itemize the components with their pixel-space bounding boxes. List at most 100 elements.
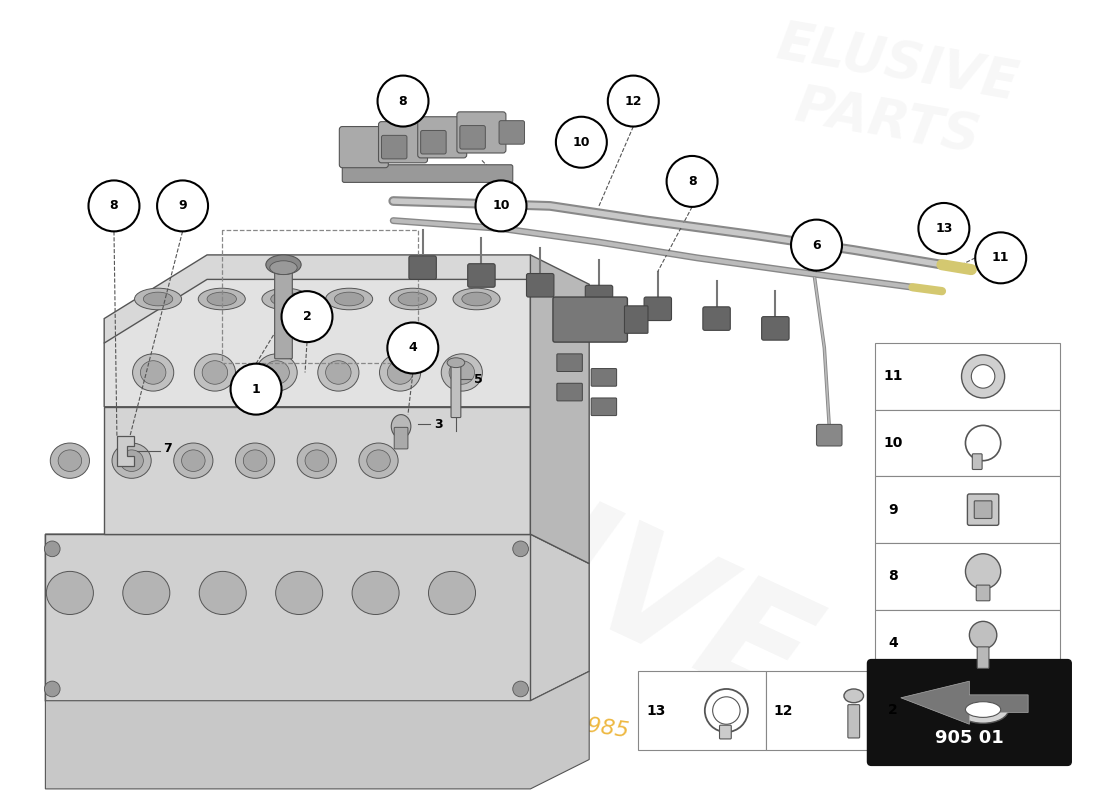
Ellipse shape xyxy=(389,288,437,310)
Ellipse shape xyxy=(207,292,236,306)
Circle shape xyxy=(513,541,528,557)
Ellipse shape xyxy=(262,288,309,310)
Ellipse shape xyxy=(58,450,81,471)
Text: 13: 13 xyxy=(935,222,953,235)
Ellipse shape xyxy=(112,443,151,478)
Ellipse shape xyxy=(449,361,474,384)
Circle shape xyxy=(961,355,1004,398)
Text: 8: 8 xyxy=(110,199,119,213)
FancyBboxPatch shape xyxy=(557,354,582,371)
FancyBboxPatch shape xyxy=(553,297,627,342)
Ellipse shape xyxy=(174,443,213,478)
Ellipse shape xyxy=(359,443,398,478)
Ellipse shape xyxy=(270,261,297,274)
Ellipse shape xyxy=(326,288,373,310)
FancyBboxPatch shape xyxy=(456,112,506,153)
FancyBboxPatch shape xyxy=(451,362,461,418)
Circle shape xyxy=(918,203,969,254)
Ellipse shape xyxy=(429,571,475,614)
FancyBboxPatch shape xyxy=(468,264,495,287)
Text: 8: 8 xyxy=(688,175,696,188)
Text: 4: 4 xyxy=(408,342,417,354)
Polygon shape xyxy=(104,255,536,343)
Polygon shape xyxy=(45,534,530,701)
Ellipse shape xyxy=(392,414,411,438)
FancyBboxPatch shape xyxy=(766,671,893,750)
Text: 12: 12 xyxy=(773,703,793,718)
Polygon shape xyxy=(117,436,133,466)
Circle shape xyxy=(377,75,429,126)
Ellipse shape xyxy=(202,361,228,384)
Text: 9: 9 xyxy=(178,199,187,213)
Circle shape xyxy=(475,181,527,231)
Polygon shape xyxy=(45,534,590,701)
FancyBboxPatch shape xyxy=(591,369,617,386)
Ellipse shape xyxy=(305,450,329,471)
FancyBboxPatch shape xyxy=(876,476,1059,543)
Ellipse shape xyxy=(143,292,173,306)
Circle shape xyxy=(88,181,140,231)
Ellipse shape xyxy=(387,361,412,384)
Circle shape xyxy=(971,365,994,388)
Ellipse shape xyxy=(120,450,143,471)
FancyBboxPatch shape xyxy=(848,705,859,738)
Polygon shape xyxy=(45,671,590,789)
Ellipse shape xyxy=(844,689,864,702)
FancyBboxPatch shape xyxy=(876,410,1059,476)
Text: 7: 7 xyxy=(163,442,172,455)
FancyBboxPatch shape xyxy=(645,297,671,321)
Ellipse shape xyxy=(462,292,492,306)
FancyBboxPatch shape xyxy=(876,610,1059,676)
Text: 10: 10 xyxy=(493,199,509,213)
Text: 11: 11 xyxy=(883,370,903,383)
Ellipse shape xyxy=(141,361,166,384)
Text: 11: 11 xyxy=(992,251,1010,264)
Circle shape xyxy=(976,232,1026,283)
Circle shape xyxy=(667,156,717,207)
FancyBboxPatch shape xyxy=(876,676,1059,743)
FancyBboxPatch shape xyxy=(275,264,293,358)
FancyBboxPatch shape xyxy=(339,126,388,168)
Circle shape xyxy=(608,75,659,126)
Ellipse shape xyxy=(266,255,301,274)
Ellipse shape xyxy=(447,358,465,367)
Text: 2: 2 xyxy=(302,310,311,323)
Ellipse shape xyxy=(199,571,246,614)
Circle shape xyxy=(231,364,282,414)
Text: 6: 6 xyxy=(812,238,821,252)
Ellipse shape xyxy=(379,354,420,391)
Circle shape xyxy=(513,681,528,697)
Text: 4: 4 xyxy=(888,636,898,650)
Text: 8: 8 xyxy=(888,570,898,583)
FancyBboxPatch shape xyxy=(382,135,407,159)
Text: 8: 8 xyxy=(398,94,407,107)
Ellipse shape xyxy=(398,292,428,306)
FancyBboxPatch shape xyxy=(557,383,582,401)
Ellipse shape xyxy=(958,696,1009,723)
FancyBboxPatch shape xyxy=(290,303,312,326)
Ellipse shape xyxy=(966,702,1001,718)
Ellipse shape xyxy=(276,571,322,614)
Ellipse shape xyxy=(256,354,297,391)
FancyBboxPatch shape xyxy=(409,256,437,279)
Circle shape xyxy=(556,117,607,168)
FancyBboxPatch shape xyxy=(585,286,613,309)
Ellipse shape xyxy=(235,443,275,478)
Circle shape xyxy=(966,554,1001,589)
Ellipse shape xyxy=(366,450,390,471)
FancyBboxPatch shape xyxy=(342,165,513,182)
Ellipse shape xyxy=(271,292,300,306)
Text: 9: 9 xyxy=(888,502,898,517)
Ellipse shape xyxy=(123,571,169,614)
Ellipse shape xyxy=(51,443,89,478)
FancyBboxPatch shape xyxy=(638,671,766,750)
Text: 3: 3 xyxy=(434,418,443,431)
Ellipse shape xyxy=(195,354,235,391)
FancyBboxPatch shape xyxy=(719,726,732,739)
Ellipse shape xyxy=(334,292,364,306)
Text: 1: 1 xyxy=(252,382,261,396)
FancyBboxPatch shape xyxy=(972,454,982,470)
FancyBboxPatch shape xyxy=(876,543,1059,610)
Ellipse shape xyxy=(318,354,359,391)
Polygon shape xyxy=(104,279,530,406)
